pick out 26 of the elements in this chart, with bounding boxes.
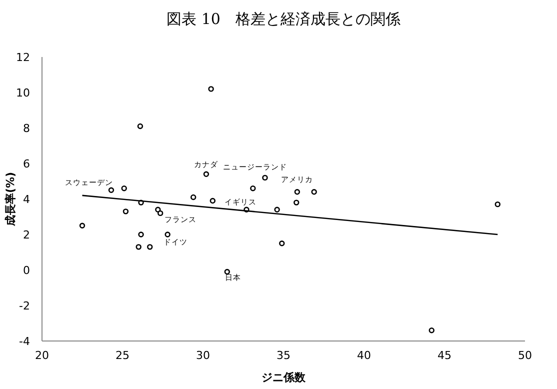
point [79, 222, 86, 228]
point [147, 244, 153, 250]
point [311, 189, 317, 195]
point [157, 210, 164, 216]
point [279, 240, 285, 246]
point [208, 86, 214, 92]
point [294, 200, 300, 206]
point [137, 123, 144, 130]
point [122, 208, 129, 214]
point [203, 171, 210, 177]
xlabel: ジニ係数 [262, 371, 306, 384]
point [164, 232, 170, 238]
point [428, 328, 434, 334]
point [108, 187, 114, 193]
point [294, 189, 300, 195]
point [210, 198, 216, 204]
point [190, 194, 196, 200]
point [262, 174, 268, 181]
point [494, 201, 500, 208]
ylabel: 成長率(%) [4, 172, 17, 226]
point [136, 244, 142, 250]
point [138, 232, 144, 238]
title: 図表 10 格差と経済成長との関係 [166, 10, 400, 28]
point [250, 186, 256, 192]
point [121, 186, 127, 192]
point [274, 206, 280, 212]
